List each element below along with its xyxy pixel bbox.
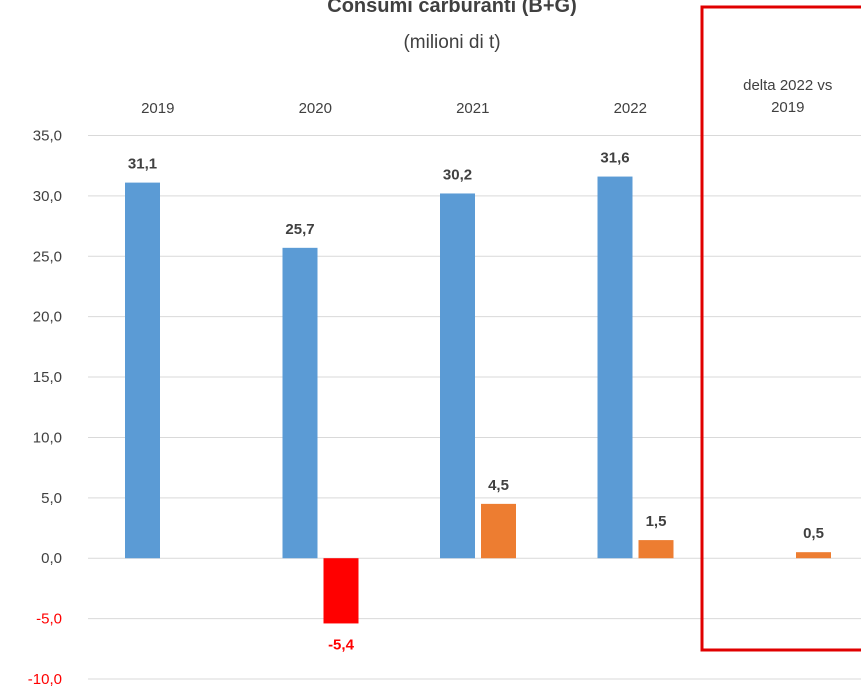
data-label: 4,5 — [488, 477, 509, 494]
y-tick-label: 20,0 — [33, 309, 62, 326]
y-tick-label: -10,0 — [28, 671, 62, 686]
chart-title: Consumi carburanti (B+G) — [327, 0, 576, 17]
data-label: -5,4 — [328, 636, 355, 653]
data-label: 25,7 — [285, 221, 314, 238]
data-label: 31,1 — [128, 156, 157, 173]
data-label: 31,6 — [600, 150, 629, 167]
bar — [323, 558, 359, 624]
data-label: 30,2 — [443, 166, 472, 183]
category-label: 2022 — [614, 100, 647, 117]
bar — [796, 552, 831, 559]
data-label: 0,5 — [803, 525, 824, 542]
y-tick-label: -5,0 — [36, 611, 62, 628]
delta-highlight-box — [700, 5, 861, 652]
category-label: 2019 — [141, 100, 174, 117]
data-label: 1,5 — [646, 513, 667, 530]
bar — [597, 176, 633, 559]
bar — [125, 182, 160, 559]
y-tick-label: 10,0 — [33, 429, 62, 446]
chart-subtitle: (milioni di t) — [403, 32, 500, 53]
y-axis-tick-labels: 35,0 30,0 25,0 20,0 15,0 10,0 5,0 0,0 -5,0 -10,0 — [28, 128, 62, 686]
bar — [440, 193, 475, 559]
bars — [125, 176, 831, 624]
y-tick-label: 35,0 — [33, 128, 62, 145]
category-label: 2020 — [299, 100, 332, 117]
y-tick-label: 15,0 — [33, 369, 62, 386]
category-label: delta 2022 vs 2019 — [743, 77, 832, 116]
data-labels: 31,1 25,7 30,2 31,6 -5,4 4,5 1,5 0,5 — [128, 150, 824, 654]
y-tick-label: 0,0 — [41, 550, 62, 567]
y-tick-label: 30,0 — [33, 188, 62, 205]
bar — [638, 540, 674, 559]
category-label: 2021 — [456, 100, 489, 117]
bar — [282, 247, 318, 559]
category-labels: 2019 2020 2021 2022 delta 2022 vs 2019 — [141, 77, 832, 117]
y-tick-label: 25,0 — [33, 248, 62, 265]
y-tick-label: 5,0 — [41, 490, 62, 507]
bar — [481, 503, 516, 559]
